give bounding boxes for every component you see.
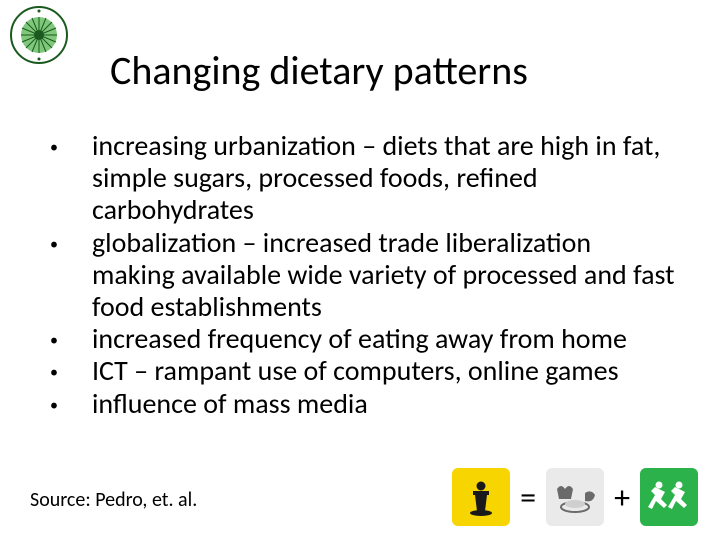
bullet-text: ICT – rampant use of computers, online g… bbox=[92, 355, 680, 387]
bullet-text: increasing urbanization – diets that are… bbox=[92, 130, 680, 227]
bullet-item: • ICT – rampant use of computers, online… bbox=[40, 355, 680, 387]
bullet-marker: • bbox=[40, 130, 92, 227]
bullet-list: • increasing urbanization – diets that a… bbox=[40, 130, 680, 420]
food-items-icon bbox=[546, 468, 604, 526]
runners-icon bbox=[640, 468, 698, 526]
bullet-marker: • bbox=[40, 227, 92, 324]
bullet-marker: • bbox=[40, 388, 92, 420]
bullet-marker: • bbox=[40, 355, 92, 387]
bullet-item: • increasing urbanization – diets that a… bbox=[40, 130, 680, 227]
energy-balance-equation: = + bbox=[452, 468, 698, 526]
bullet-text: globalization – increased trade liberali… bbox=[92, 227, 680, 324]
bullet-item: • globalization – increased trade libera… bbox=[40, 227, 680, 324]
source-citation: Source: Pedro, et. al. bbox=[30, 488, 197, 512]
equals-sign: = bbox=[520, 478, 536, 517]
bullet-text: influence of mass media bbox=[92, 388, 680, 420]
bullet-item: • influence of mass media bbox=[40, 388, 680, 420]
slide-title: Changing dietary patterns bbox=[110, 46, 690, 95]
person-food-icon bbox=[452, 468, 510, 526]
bullet-marker: • bbox=[40, 323, 92, 355]
bullet-text: increased frequency of eating away from … bbox=[92, 323, 680, 355]
org-logo bbox=[10, 6, 68, 69]
bullet-item: • increased frequency of eating away fro… bbox=[40, 323, 680, 355]
plus-sign: + bbox=[614, 478, 630, 517]
